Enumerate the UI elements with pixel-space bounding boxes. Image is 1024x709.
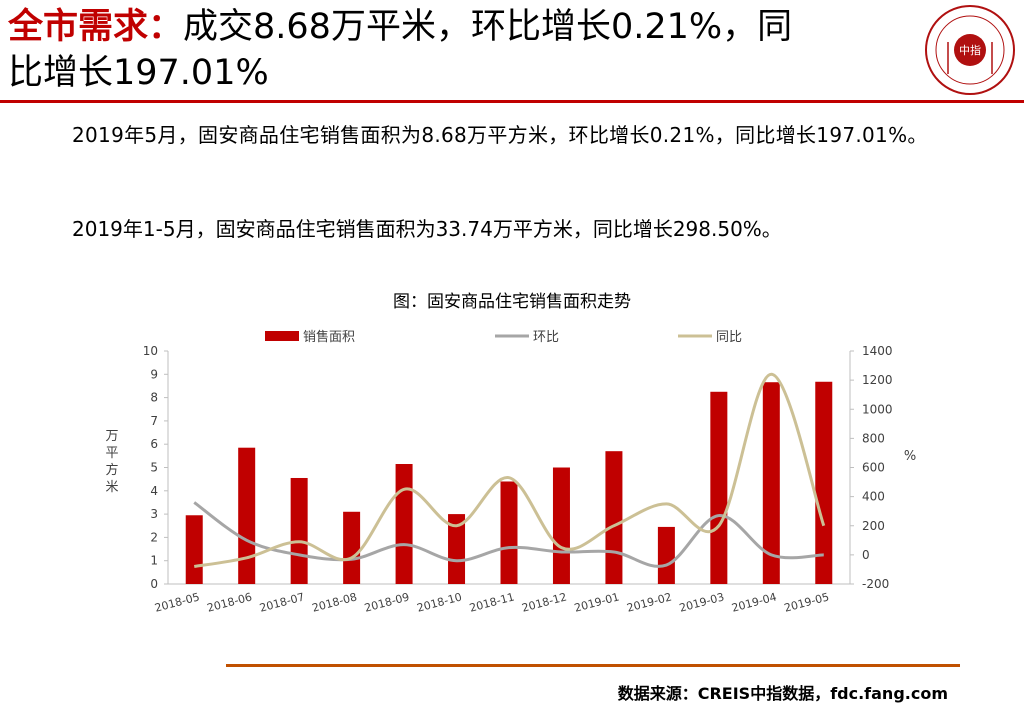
y-left-tick-label: 9 bbox=[150, 367, 158, 381]
bar-sales-area bbox=[552, 467, 570, 584]
x-tick-label: 2019-02 bbox=[625, 590, 673, 614]
y-right-tick-label: 200 bbox=[862, 519, 885, 533]
y-right-tick-label: 1000 bbox=[862, 402, 893, 416]
y-right-tick-label: 1200 bbox=[862, 373, 893, 387]
page-title: 全市需求：成交8.68万平米，环比增长0.21%，同 比增长197.01% bbox=[8, 4, 918, 96]
x-tick-label: 2018-05 bbox=[153, 590, 201, 614]
y-left-tick-label: 2 bbox=[150, 530, 158, 544]
x-tick-label: 2018-09 bbox=[363, 590, 411, 614]
title-text: 成交8.68万平米，环比增长0.21%，同 bbox=[183, 7, 793, 47]
y-left-tick-label: 6 bbox=[150, 437, 158, 451]
bar-sales-area bbox=[657, 526, 675, 584]
sales-area-chart: 0 1 2 3 4 5 6 7 8 9 10 -200 0 200 400 600 800 1000 1200 140… bbox=[105, 329, 916, 615]
legend-swatch-bar bbox=[265, 331, 299, 341]
line-yoy bbox=[193, 372, 826, 569]
china-index-academy-logo: 中指 bbox=[925, 5, 1015, 95]
x-tick-label: 2019-04 bbox=[730, 590, 778, 614]
bar-sales-area bbox=[185, 515, 203, 584]
x-tick-label: 2018-10 bbox=[416, 590, 464, 614]
legend-label: 同比 bbox=[716, 330, 742, 345]
y-left-axis-label: 万 bbox=[105, 429, 118, 444]
bar-sales-area bbox=[500, 481, 518, 584]
bar-sales-area bbox=[762, 382, 780, 584]
line-mom bbox=[193, 501, 824, 568]
logo-text: 中指 bbox=[959, 43, 981, 57]
x-tick-label: 2019-01 bbox=[573, 590, 621, 614]
y-left-tick-label: 7 bbox=[150, 414, 158, 428]
y-right-tick-label: 1400 bbox=[862, 344, 893, 358]
x-tick-label: 2019-05 bbox=[783, 590, 831, 614]
y-left-tick-label: 5 bbox=[150, 461, 158, 475]
bar-sales-area bbox=[448, 514, 466, 584]
bar-sales-area bbox=[710, 391, 728, 584]
data-source: 数据来源：CREIS中指数据，fdc.fang.com bbox=[617, 684, 948, 703]
title-text-line2: 比增长197.01% bbox=[8, 53, 269, 93]
bar-sales-area bbox=[815, 381, 833, 584]
y-right-tick-label: 600 bbox=[862, 461, 885, 475]
x-tick-label: 2018-06 bbox=[206, 590, 254, 614]
legend-label: 销售面积 bbox=[303, 329, 355, 345]
y-left-axis-label: 米 bbox=[105, 480, 118, 495]
y-right-tick-label: -200 bbox=[862, 577, 889, 591]
summary-paragraph-2: 2019年1-5月，固安商品住宅销售面积为33.74万平方米，同比增长298.5… bbox=[72, 217, 782, 241]
y-left-axis-label: 方 bbox=[105, 462, 118, 478]
header-divider bbox=[0, 100, 1024, 103]
y-right-tick-label: 800 bbox=[862, 431, 885, 445]
legend-label: 环比 bbox=[533, 330, 559, 345]
x-tick-label: 2018-11 bbox=[468, 590, 516, 614]
footer-divider bbox=[226, 664, 960, 667]
y-left-tick-label: 1 bbox=[150, 554, 158, 568]
y-right-tick-label: 0 bbox=[862, 548, 870, 562]
x-tick-label: 2018-12 bbox=[520, 590, 568, 614]
bar-sales-area bbox=[290, 477, 308, 584]
y-left-axis-label: 平 bbox=[105, 446, 118, 461]
y-right-axis-label: % bbox=[904, 449, 916, 464]
bar-sales-area bbox=[343, 511, 361, 584]
y-left-tick-label: 4 bbox=[150, 484, 158, 498]
y-left-tick-label: 10 bbox=[143, 344, 158, 358]
y-left-tick-label: 3 bbox=[150, 507, 158, 521]
bar-sales-area bbox=[605, 451, 623, 584]
y-left-tick-label: 8 bbox=[150, 391, 158, 405]
bar-sales-area bbox=[395, 464, 413, 584]
x-tick-label: 2018-08 bbox=[311, 590, 359, 614]
summary-paragraph-1: 2019年5月，固安商品住宅销售面积为8.68万平方米，环比增长0.21%，同比… bbox=[72, 123, 928, 147]
bar-sales-area bbox=[238, 447, 256, 584]
x-tick-label: 2018-07 bbox=[258, 590, 306, 614]
y-left-tick-label: 0 bbox=[150, 577, 158, 591]
title-accent: 全市需求： bbox=[8, 7, 184, 47]
y-right-tick-label: 400 bbox=[862, 490, 885, 504]
x-tick-label: 2019-03 bbox=[678, 590, 726, 614]
chart-title: 图：固安商品住宅销售面积走势 bbox=[393, 292, 631, 312]
